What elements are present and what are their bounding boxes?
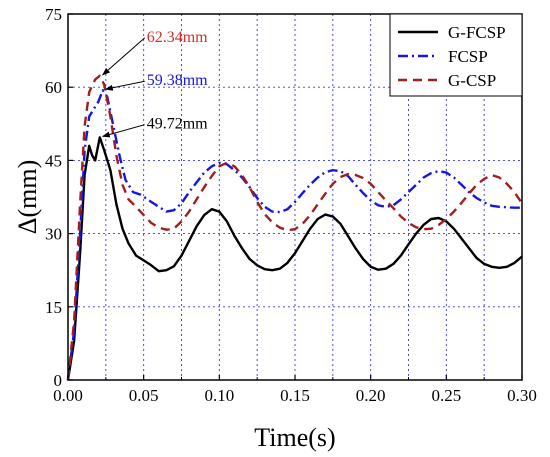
annotation-label: 59.38mm bbox=[147, 72, 208, 89]
y-tick-label: 45 bbox=[45, 151, 62, 170]
series-layer bbox=[66, 74, 523, 381]
x-tick-label: 0.15 bbox=[280, 386, 310, 405]
x-axis-title: Time(s) bbox=[254, 423, 335, 452]
y-axis-title: Δ(mm) bbox=[13, 160, 42, 234]
x-tick-label: 0.05 bbox=[129, 386, 159, 405]
series-line-g-csp bbox=[66, 74, 523, 381]
x-tick-label: 0.10 bbox=[204, 386, 234, 405]
annotation-arrow bbox=[102, 37, 146, 76]
annotation-arrow bbox=[101, 124, 145, 138]
x-tick-label: 0.30 bbox=[507, 386, 537, 405]
legend-label-fcsp: FCSP bbox=[448, 47, 488, 66]
y-tick-label: 30 bbox=[45, 225, 62, 244]
legend: G-FCSP FCSP G-CSP bbox=[389, 13, 523, 97]
series-line-fcsp bbox=[66, 89, 522, 381]
legend-label-g-fcsp: G-FCSP bbox=[448, 23, 506, 42]
y-tick-label: 0 bbox=[54, 371, 63, 390]
annotations: 62.34mm 59.38mm 49.72mm bbox=[101, 29, 208, 138]
annotation-label: 62.34mm bbox=[147, 29, 208, 46]
y-tick-label: 60 bbox=[45, 78, 62, 97]
y-tick-label: 15 bbox=[45, 298, 62, 317]
annotation-label: 49.72mm bbox=[147, 116, 208, 133]
y-tick-label: 75 bbox=[45, 5, 62, 24]
legend-label-g-csp: G-CSP bbox=[448, 71, 496, 90]
x-tick-label: 0.25 bbox=[431, 386, 461, 405]
axis-ticks: 0.00 0.05 0.10 0.15 0.20 0.25 0.30 0 15 30 45 60 75 bbox=[45, 5, 537, 405]
x-tick-label: 0.20 bbox=[356, 386, 386, 405]
series-line-g-fcsp bbox=[66, 136, 523, 381]
annotation-arrow bbox=[104, 80, 145, 91]
x-tick-label: 0.00 bbox=[53, 386, 83, 405]
